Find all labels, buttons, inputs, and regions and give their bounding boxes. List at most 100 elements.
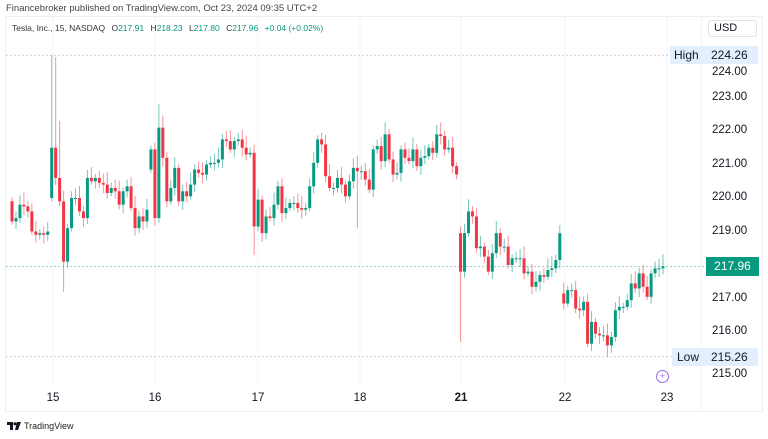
candle-body — [137, 216, 141, 229]
candle-body — [439, 134, 443, 137]
candle-body — [657, 268, 661, 270]
candle-body — [157, 127, 161, 219]
candle-body — [363, 171, 367, 180]
high-tag-label: High — [670, 46, 704, 64]
candle-body — [502, 246, 506, 248]
candle-body — [645, 286, 649, 297]
candle-body — [165, 157, 169, 202]
candle-body — [411, 149, 415, 162]
candle-body — [304, 208, 308, 210]
time-axis-label: 23 — [660, 392, 674, 404]
high-label: H — [150, 23, 157, 33]
candle-body — [403, 149, 407, 158]
candle-body — [248, 152, 252, 155]
candle-body — [10, 201, 14, 222]
candle-body — [74, 198, 78, 199]
candle-body — [391, 159, 395, 175]
time-axis-label: 17 — [251, 392, 265, 404]
candle-body — [30, 211, 34, 232]
change-value: +0.04 (+0.02%) — [264, 23, 324, 33]
candle-body — [459, 233, 463, 272]
candle-body — [42, 233, 46, 235]
candle-body — [189, 184, 193, 197]
candle-body — [101, 182, 105, 185]
candle-body — [466, 211, 470, 234]
candle-body — [169, 187, 173, 202]
candle-body — [601, 335, 605, 337]
candle-body — [367, 179, 371, 190]
low-label: L — [188, 23, 194, 33]
candle-body — [625, 300, 629, 307]
low-tag-value: 215.26 — [701, 348, 758, 366]
candle-body — [34, 231, 38, 235]
candle-body — [173, 167, 177, 188]
candle-body — [371, 149, 375, 190]
low-tag-label: Low — [672, 348, 705, 366]
candle-body — [355, 167, 359, 172]
candle-body — [486, 256, 490, 272]
candle-body — [336, 177, 339, 188]
candle-body — [351, 167, 355, 182]
candle-body — [534, 281, 538, 287]
candle-body — [121, 191, 125, 205]
candle-body — [375, 146, 379, 150]
candle-body — [478, 246, 482, 249]
candle-body — [66, 228, 70, 262]
candle-body — [451, 147, 455, 167]
candle-body — [578, 308, 582, 311]
candle-body — [197, 169, 201, 173]
current-price-tag: 217.96 — [706, 257, 759, 276]
candle-body — [224, 139, 228, 142]
candle-body — [14, 218, 18, 222]
candle-body — [387, 134, 391, 160]
candle-body — [280, 186, 284, 214]
candle-body — [220, 139, 224, 160]
candle-body — [427, 147, 431, 157]
candle-body — [292, 203, 296, 205]
candle-body — [232, 141, 236, 150]
candle-body — [490, 253, 494, 272]
candle-body — [328, 176, 332, 188]
price-axis-label: 216.00 — [712, 325, 748, 337]
open-value: 217.91 — [118, 23, 145, 33]
candle-body — [70, 198, 74, 229]
publisher-line: Financebroker published on TradingView.c… — [6, 3, 318, 14]
candle-body — [18, 204, 22, 219]
price-axis-label: 215.00 — [712, 368, 748, 380]
candle-body — [161, 127, 165, 158]
time-axis-label: 16 — [148, 392, 162, 404]
candle-body — [455, 166, 459, 175]
candle-body — [216, 159, 220, 163]
candle-body — [93, 177, 97, 182]
candle-body — [562, 293, 566, 304]
candle-body — [252, 152, 256, 227]
candle-body — [145, 209, 149, 222]
price-axis-label: 221.00 — [712, 157, 748, 170]
time-axis-label: 22 — [558, 392, 572, 404]
candle-body — [320, 139, 324, 145]
candle-body — [276, 186, 280, 205]
footer: TradingView — [7, 421, 74, 431]
candle-body — [193, 169, 197, 185]
economic-event-icon[interactable]: + — [656, 370, 669, 383]
candle-body — [46, 231, 50, 235]
candle-body — [522, 258, 526, 274]
candle-body — [264, 216, 268, 234]
candle-body — [359, 171, 363, 173]
candle-body — [550, 268, 554, 271]
candle-body — [482, 246, 486, 257]
candle-body — [590, 321, 594, 344]
candle-body — [244, 147, 248, 155]
candle-body — [399, 149, 403, 173]
candle-body — [256, 199, 260, 227]
symbol-name[interactable]: Tesla, Inc., 15, NASDAQ — [12, 23, 106, 33]
currency-button[interactable]: USD — [708, 20, 757, 37]
low-value: 217.80 — [193, 23, 220, 33]
candle-body — [395, 172, 399, 175]
price-axis-label: 217.00 — [712, 291, 748, 304]
candle-body — [54, 147, 58, 178]
candle-body — [240, 139, 244, 148]
candle-body — [208, 162, 212, 165]
candle-body — [236, 139, 240, 142]
